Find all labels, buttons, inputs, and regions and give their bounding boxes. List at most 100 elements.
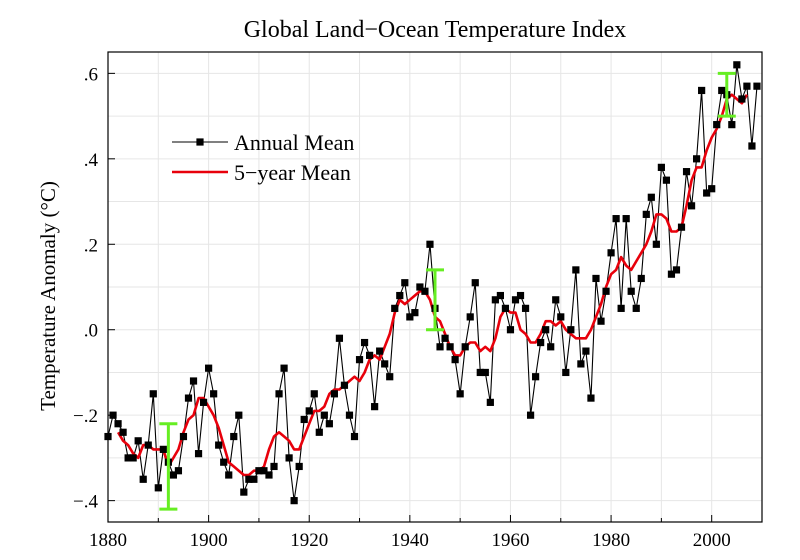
annual-mean-point <box>119 428 127 436</box>
annual-mean-point <box>300 415 308 424</box>
x-tick-label: 1880 <box>89 530 127 551</box>
annual-mean-point <box>144 441 152 449</box>
annual-mean-point <box>199 398 208 406</box>
annual-mean-point <box>718 86 726 95</box>
annual-mean-point <box>406 313 414 321</box>
annual-mean-point <box>421 287 429 295</box>
annual-mean-point <box>511 296 520 304</box>
axis-ticks: 1880 1900 1920 1940 1960 1980 2000 −.4 −.2 .0 .2 .4… <box>73 64 731 551</box>
annual-mean-point <box>607 249 615 257</box>
annual-mean-point <box>305 407 313 415</box>
y-axis-label: Temperature Anomaly (°C) <box>36 181 60 411</box>
x-tick-label: 1960 <box>491 530 529 551</box>
y-tick-label: −.2 <box>73 406 98 427</box>
annual-mean-point <box>391 304 399 312</box>
annual-mean-point <box>124 454 132 462</box>
annual-mean-point <box>325 420 333 428</box>
annual-mean-point <box>582 347 590 355</box>
five-year-mean-line <box>116 93 749 477</box>
annual-mean-point <box>109 411 117 419</box>
annual-mean-point <box>270 462 278 471</box>
x-tick-label: 1900 <box>190 530 228 551</box>
plot-frame <box>107 51 763 523</box>
annual-mean-point <box>320 411 328 419</box>
annual-mean-point <box>194 450 203 458</box>
y-tick-label: .2 <box>84 235 98 256</box>
annual-mean-line <box>107 64 758 502</box>
annual-mean-point <box>255 467 263 475</box>
annual-mean-point <box>567 326 575 334</box>
annual-mean-point <box>471 279 479 287</box>
annual-mean-point <box>476 368 484 377</box>
annual-mean-point <box>426 240 434 248</box>
annual-mean-point <box>753 82 761 90</box>
annual-mean-point <box>280 364 288 372</box>
annual-mean-point <box>637 274 645 283</box>
annual-mean-point <box>532 373 540 381</box>
annual-mean-point <box>728 121 736 129</box>
x-tick-label: 2000 <box>693 530 731 551</box>
legend-5yr-label: 5−year Mean <box>234 160 351 185</box>
annual-mean-point <box>501 304 510 312</box>
chart-title: Global Land−Ocean Temperature Index <box>244 17 627 43</box>
annual-mean-point <box>265 471 273 479</box>
annual-mean-point <box>642 210 650 218</box>
annual-mean-point <box>662 176 671 184</box>
annual-mean-point <box>285 454 293 462</box>
annual-mean-point <box>240 488 248 496</box>
annual-mean-point <box>275 390 283 398</box>
annual-mean-point <box>446 343 454 351</box>
annual-mean-point <box>366 351 374 359</box>
annual-mean-point <box>733 61 741 69</box>
annual-mean-point <box>169 471 177 479</box>
legend-annual-marker <box>196 138 204 146</box>
annual-mean-point <box>290 497 298 505</box>
annual-mean-point <box>210 390 218 398</box>
annual-mean-point <box>230 432 238 441</box>
annual-mean-point <box>708 185 716 193</box>
annual-mean-point <box>672 266 681 274</box>
annual-mean-point <box>310 390 318 398</box>
annual-mean-point <box>441 334 449 342</box>
annual-mean-point <box>139 475 147 483</box>
annual-mean-point <box>330 390 338 398</box>
annual-mean-point <box>315 428 323 436</box>
annual-mean-point <box>360 338 369 347</box>
annual-mean-point <box>547 343 555 351</box>
annual-mean-point <box>632 304 640 312</box>
annual-mean-point <box>174 467 183 475</box>
annual-mean-point <box>597 317 605 325</box>
annual-mean-point <box>114 420 122 428</box>
error-bar <box>159 422 178 511</box>
annual-mean-point <box>350 432 359 441</box>
annual-mean-point <box>355 356 364 364</box>
annual-mean-point <box>134 437 142 445</box>
annual-mean-point <box>647 193 655 201</box>
annual-mean-point <box>411 309 419 317</box>
annual-mean-point <box>225 471 233 479</box>
annual-mean-point <box>245 475 253 483</box>
annual-mean-point <box>592 274 600 283</box>
y-tick-label: .4 <box>84 150 99 171</box>
annual-mean-point <box>396 291 404 300</box>
annual-mean-point <box>386 373 394 381</box>
annual-mean-point <box>215 441 223 449</box>
annual-mean-point <box>526 411 535 419</box>
annual-mean-point <box>743 82 751 90</box>
annual-mean-point <box>617 304 625 312</box>
y-tick-label: −.4 <box>73 492 98 513</box>
annual-mean-point <box>657 163 665 171</box>
annual-mean-point <box>552 296 560 304</box>
annual-mean-point <box>486 398 494 406</box>
annual-mean-point <box>189 377 198 385</box>
annual-mean-point <box>667 270 676 278</box>
annual-mean-point <box>577 360 585 368</box>
annual-mean-point <box>496 291 504 300</box>
annual-mean-point <box>436 343 444 351</box>
annual-mean-point <box>622 215 630 223</box>
annual-mean-point <box>371 403 379 411</box>
annual-mean-point <box>220 458 228 466</box>
annual-mean-point <box>562 368 570 377</box>
annual-mean-point <box>381 360 389 368</box>
